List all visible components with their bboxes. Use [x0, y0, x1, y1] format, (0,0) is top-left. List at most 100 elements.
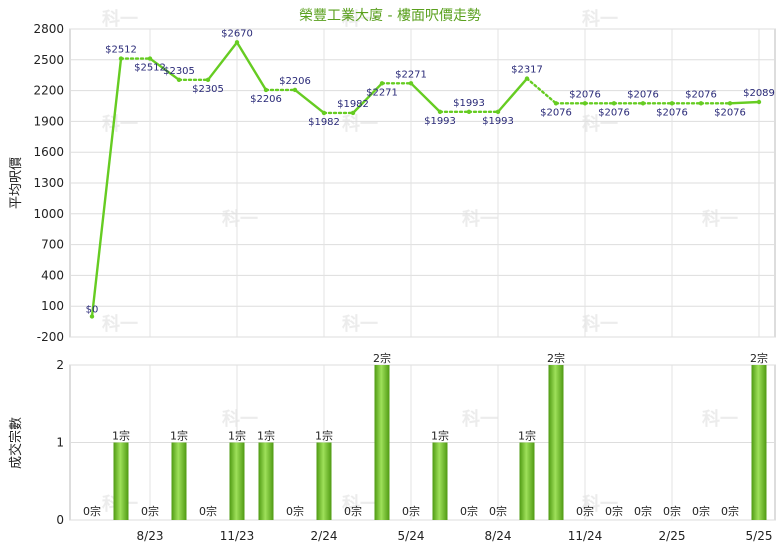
price-data-label: $2271	[395, 69, 427, 80]
watermark-text: 科一	[342, 313, 378, 335]
price-data-label: $2512	[105, 45, 137, 56]
watermark-text: 科一	[702, 408, 738, 430]
x-tick-label: 11/23	[220, 529, 255, 543]
price-tick-label: 700	[41, 238, 64, 252]
transaction-bar	[548, 365, 564, 520]
line-layer	[89, 40, 762, 319]
price-data-label: $2670	[221, 28, 253, 39]
chart-title: 榮豐工業大廈 - 樓面呎價走勢	[299, 7, 481, 24]
transaction-bar	[751, 365, 767, 520]
bars-layer	[113, 365, 767, 520]
bar-data-label: 1宗	[431, 429, 449, 443]
price-point	[495, 109, 501, 115]
watermark-text: 科一	[462, 208, 498, 230]
bar-data-label: 1宗	[112, 429, 130, 443]
bar-data-label: 0宗	[141, 504, 159, 518]
price-point	[611, 101, 617, 106]
price-data-label: $1982	[308, 117, 340, 128]
bar-data-label: 1宗	[518, 429, 536, 443]
watermark-text: 科一	[342, 8, 378, 30]
price-tick-label: 2500	[33, 53, 64, 67]
bar-data-label: 0宗	[83, 504, 101, 518]
price-line-segment	[293, 88, 326, 115]
bar-data-label: 0宗	[286, 504, 304, 518]
price-data-label: $2512	[134, 63, 166, 74]
axes-layer: -200 100 400 700 1000 1300 1600 1900 2200 2500 280…	[33, 22, 772, 543]
bar-data-label: 0宗	[344, 504, 362, 518]
price-data-label: $2076	[627, 89, 659, 100]
x-tick-label: 5/24	[398, 529, 425, 543]
watermark-text: 科一	[582, 493, 618, 515]
price-axis-title: 平均呎價	[9, 157, 24, 209]
price-data-label: $2076	[714, 107, 746, 118]
price-point	[524, 76, 530, 81]
bar-data-label: 0宗	[721, 504, 739, 518]
watermark-text: 科一	[342, 113, 378, 135]
price-point	[379, 81, 385, 86]
price-line-segment	[206, 41, 239, 82]
price-tick-label: 1900	[33, 114, 64, 128]
price-point	[553, 101, 559, 106]
price-data-label: $2076	[656, 107, 688, 118]
price-tick-label: 1600	[33, 145, 64, 159]
price-data-label: $2206	[250, 94, 282, 105]
bar-data-label: 2宗	[750, 351, 768, 365]
price-data-label: $2206	[279, 76, 311, 87]
price-line-segment	[409, 82, 442, 114]
transaction-bar	[374, 365, 390, 520]
bar-data-label: 1宗	[315, 429, 333, 443]
price-data-label: $2271	[366, 87, 398, 98]
transaction-bar	[519, 442, 535, 520]
labels-layer: 0宗 1宗 0宗 1宗 0宗 1宗 1宗 0宗 1宗 0宗 2宗 0宗 1宗 0宗 0宗 1宗 2宗 0宗 0宗 0宗…	[83, 28, 775, 518]
bar-data-label: 2宗	[547, 351, 565, 365]
price-point	[437, 109, 443, 115]
watermark-text: 科一	[222, 208, 258, 230]
watermark-text: 科一	[462, 408, 498, 430]
watermark-text: 科一	[582, 113, 618, 135]
bar-data-label: 0宗	[489, 504, 507, 518]
x-tick-label: 8/23	[137, 529, 164, 543]
price-tick-label: 1000	[33, 207, 64, 221]
price-data-label: $1993	[482, 116, 514, 127]
price-data-label: $2305	[192, 84, 224, 95]
price-point	[89, 314, 95, 319]
price-point	[321, 110, 327, 116]
price-line-segment	[525, 77, 558, 105]
watermark-text: 科一	[102, 313, 138, 335]
price-tick-label: 2200	[33, 84, 64, 98]
watermark-text: 科一	[342, 493, 378, 515]
watermark-text: 科一	[582, 8, 618, 30]
watermark-text: 科一	[702, 208, 738, 230]
bar-data-label: 1宗	[228, 429, 246, 443]
price-line-segment	[148, 57, 181, 82]
price-data-label: $2305	[163, 66, 195, 77]
price-data-label: $2076	[685, 89, 717, 100]
price-line-segment	[496, 77, 529, 114]
price-data-label: $0	[86, 304, 99, 315]
price-tick-label: -200	[37, 330, 64, 344]
bar-data-label: 0宗	[605, 504, 623, 518]
transaction-bar	[113, 442, 129, 520]
watermark-text: 科一	[582, 313, 618, 335]
transaction-bar	[258, 442, 274, 520]
bar-data-label: 0宗	[576, 504, 594, 518]
transaction-bar	[316, 442, 332, 520]
price-point	[698, 101, 704, 106]
price-data-label: $1993	[424, 116, 456, 127]
x-tick-label: 11/24	[568, 529, 603, 543]
price-data-label: $2076	[569, 89, 601, 100]
bar-data-label: 0宗	[634, 504, 652, 518]
price-data-label: $2317	[511, 65, 543, 76]
price-line-segment	[90, 57, 123, 318]
bar-data-label: 0宗	[692, 504, 710, 518]
x-tick-label: 2/25	[659, 529, 686, 543]
price-point	[147, 56, 153, 61]
watermark-text: 科一	[102, 113, 138, 135]
x-tick-label: 5/25	[746, 529, 773, 543]
price-tick-label: 2800	[33, 22, 64, 36]
price-point	[466, 109, 472, 115]
watermark-text: 科一	[102, 8, 138, 30]
price-line-segment	[235, 41, 268, 92]
x-tick-label: 8/24	[485, 529, 512, 543]
